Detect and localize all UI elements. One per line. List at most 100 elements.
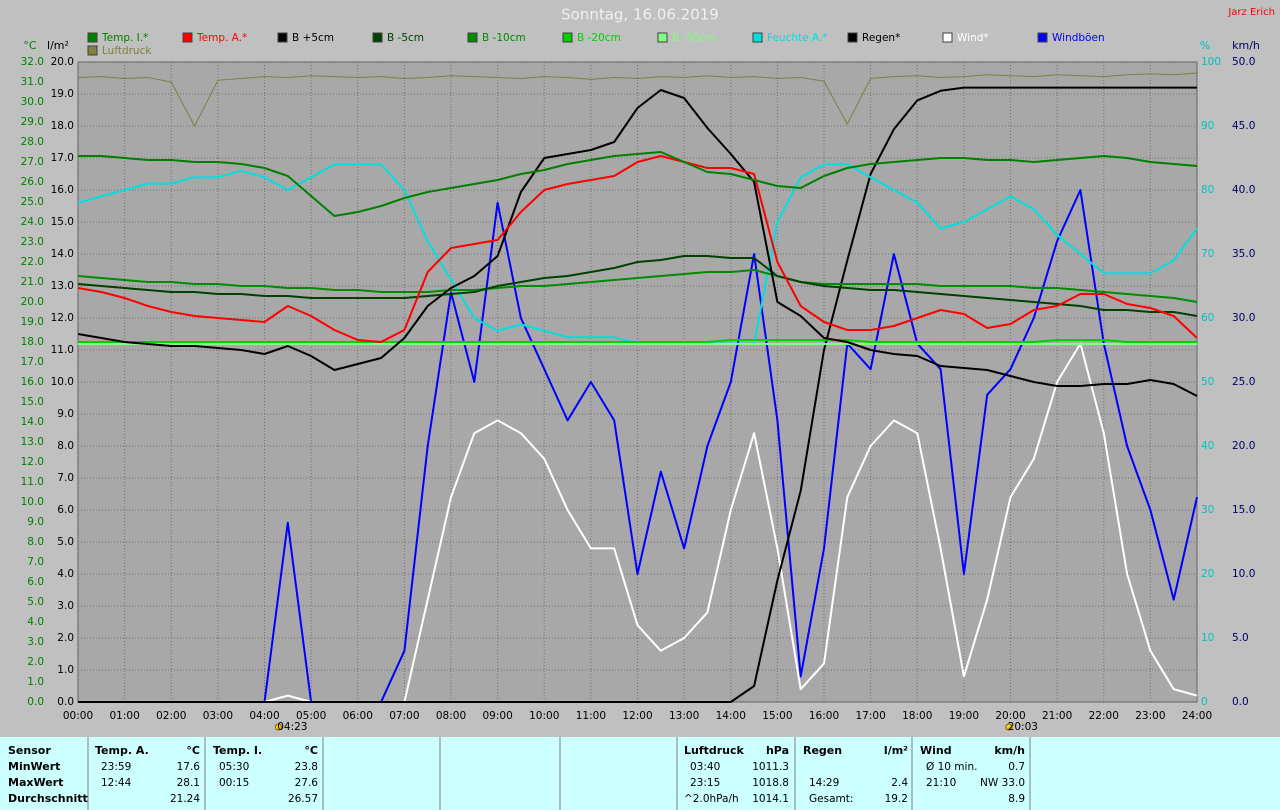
y2-tick-label: 14.0	[51, 248, 74, 260]
column-unit: hPa	[766, 744, 789, 757]
y-unit: °C	[23, 39, 37, 52]
y-tick-label: 10.0	[21, 496, 44, 508]
column-header: Temp. A.	[95, 744, 149, 757]
y4-tick-label: 15.0	[1232, 504, 1255, 516]
table-cell: 1018.8	[752, 777, 789, 789]
x-tick-label: 05:00	[296, 710, 326, 722]
legend-swatch	[562, 32, 573, 43]
sun-marker	[1005, 723, 1013, 731]
x-tick-label: 18:00	[902, 710, 932, 722]
table-cell: 23:59	[101, 761, 131, 773]
row-label: MinWert	[8, 760, 60, 773]
y4-unit: km/h	[1232, 39, 1260, 52]
legend-label: Wind*	[957, 32, 989, 44]
legend-label: Feuchte A.*	[767, 32, 828, 44]
y2-tick-label: 16.0	[51, 184, 74, 196]
y-tick-label: 19.0	[21, 316, 44, 328]
y2-tick-label: 17.0	[51, 152, 74, 164]
legend-label: Regen*	[862, 32, 900, 44]
legend-swatch	[87, 45, 98, 56]
legend-label: Temp. A.*	[196, 32, 247, 44]
y2-tick-label: 12.0	[51, 312, 74, 324]
x-tick-label: 06:00	[343, 710, 373, 722]
table-cell: 26.57	[288, 793, 318, 805]
y-tick-label: 25.0	[21, 196, 44, 208]
y-tick-label: 31.0	[21, 76, 44, 88]
row-label: Sensor	[8, 744, 51, 757]
y2-tick-label: 5.0	[57, 536, 74, 548]
y3-tick-label: 50	[1201, 376, 1214, 388]
row-label: MaxWert	[8, 776, 63, 789]
table-cell: 21:10	[926, 777, 956, 789]
y-tick-label: 12.0	[21, 456, 44, 468]
table-cell: Gesamt:	[809, 793, 853, 805]
x-tick-label: 13:00	[669, 710, 699, 722]
x-tick-label: 14:00	[716, 710, 746, 722]
y-tick-label: 14.0	[21, 416, 44, 428]
y3-tick-label: 30	[1201, 504, 1214, 516]
y-tick-label: 24.0	[21, 216, 44, 228]
y-tick-label: 11.0	[21, 476, 44, 488]
x-tick-label: 08:00	[436, 710, 466, 722]
x-tick-label: 24:00	[1182, 710, 1212, 722]
y2-tick-label: 6.0	[57, 504, 74, 516]
x-tick-label: 23:00	[1135, 710, 1165, 722]
author: Jarz Erich	[1227, 7, 1275, 18]
sun-marker	[274, 723, 282, 731]
y4-tick-label: 5.0	[1232, 632, 1249, 644]
table-cell: 00:15	[219, 777, 249, 789]
y2-tick-label: 18.0	[51, 120, 74, 132]
y-tick-label: 1.0	[27, 676, 44, 688]
y-tick-label: 17.0	[21, 356, 44, 368]
y2-tick-label: 13.0	[51, 280, 74, 292]
y-tick-label: 27.0	[21, 156, 44, 168]
y2-tick-label: 0.0	[57, 696, 74, 708]
y3-tick-label: 20	[1201, 568, 1214, 580]
table-cell: 27.6	[295, 777, 319, 789]
y4-tick-label: 30.0	[1232, 312, 1255, 324]
table-cell: 8.9	[1008, 793, 1025, 805]
legend-label: B -20cm	[577, 32, 621, 44]
y2-tick-label: 4.0	[57, 568, 74, 580]
legend-swatch	[182, 32, 193, 43]
y2-tick-label: 1.0	[57, 664, 74, 676]
column-unit: °C	[304, 744, 318, 757]
table-cell: 1014.1	[752, 793, 789, 805]
legend-label: B -5cm	[387, 32, 424, 44]
y4-tick-label: 0.0	[1232, 696, 1249, 708]
series-line	[78, 86, 1197, 703]
column-header: Luftdruck	[684, 744, 745, 757]
y-tick-label: 32.0	[21, 56, 44, 68]
table-cell: 14:29	[809, 777, 839, 789]
x-tick-label: 04:00	[249, 710, 279, 722]
x-tick-label: 12:00	[622, 710, 652, 722]
y2-tick-label: 7.0	[57, 472, 74, 484]
y-tick-label: 15.0	[21, 396, 44, 408]
table-cell: NW 33.0	[980, 777, 1025, 789]
annotation: 20:03	[1008, 721, 1038, 733]
table-cell: ^2.0hPa/h	[684, 793, 739, 805]
x-tick-label: 10:00	[529, 710, 559, 722]
table-cell: 2.4	[891, 777, 908, 789]
y-tick-label: 6.0	[27, 576, 44, 588]
x-tick-label: 17:00	[855, 710, 885, 722]
y4-tick-label: 40.0	[1232, 184, 1255, 196]
x-tick-label: 19:00	[949, 710, 979, 722]
x-tick-label: 00:00	[63, 710, 93, 722]
y2-tick-label: 8.0	[57, 440, 74, 452]
table-cell: 21.24	[170, 793, 200, 805]
legend-swatch	[277, 32, 288, 43]
table-cell: 03:40	[690, 761, 720, 773]
legend-swatch	[1037, 32, 1048, 43]
y-tick-label: 29.0	[21, 116, 44, 128]
legend-swatch	[87, 32, 98, 43]
column-header: Wind	[920, 744, 952, 757]
y-tick-label: 28.0	[21, 136, 44, 148]
series-line	[77, 255, 1198, 317]
legend-label: Windböen	[1052, 32, 1105, 44]
y-tick-label: 23.0	[21, 236, 44, 248]
x-tick-label: 01:00	[109, 710, 139, 722]
y-tick-label: 9.0	[27, 516, 44, 528]
y3-tick-label: 0	[1201, 696, 1208, 708]
y-tick-label: 16.0	[21, 376, 44, 388]
